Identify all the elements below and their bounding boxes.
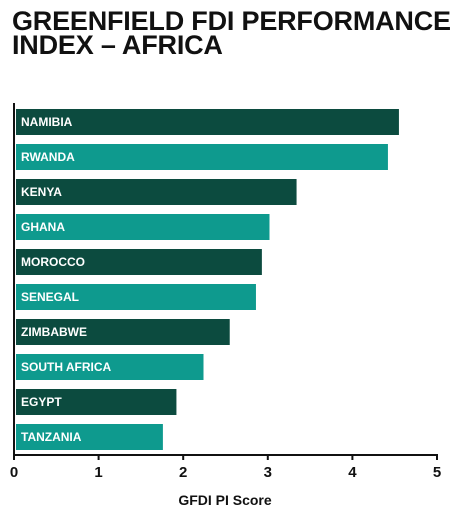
bar-label-morocco: MOROCCO xyxy=(21,255,85,269)
bar-kenya xyxy=(16,179,297,205)
bar-south-africa xyxy=(16,354,204,380)
bar-label-tanzania: TANZANIA xyxy=(21,430,82,444)
bar-zimbabwe xyxy=(16,319,230,345)
bar-label-kenya: KENYA xyxy=(21,185,62,199)
bar-label-zimbabwe: ZIMBABWE xyxy=(21,325,87,339)
x-tick-label-5: 5 xyxy=(433,464,441,481)
bar-rwanda xyxy=(16,144,388,170)
bar-morocco xyxy=(16,249,262,275)
chart-title: GREENFIELD FDI PERFORMANCE INDEX – AFRIC… xyxy=(12,6,462,60)
chart-title-line-2: INDEX – AFRICA xyxy=(12,30,223,60)
bar-label-ghana: GHANA xyxy=(21,220,65,234)
bar-label-rwanda: RWANDA xyxy=(21,150,75,164)
bar-namibia xyxy=(16,109,399,135)
bar-label-egypt: EGYPT xyxy=(21,395,62,409)
x-tick-label-4: 4 xyxy=(348,464,357,481)
x-tick-label-3: 3 xyxy=(264,464,272,481)
axes-layer: 0 1 2 3 4 5 xyxy=(10,103,441,481)
chart-title-line-1: GREENFIELD FDI PERFORMANCE xyxy=(12,6,451,36)
bar-label-senegal: SENEGAL xyxy=(21,290,79,304)
bar-ghana xyxy=(16,214,270,240)
x-tick-label-1: 1 xyxy=(94,464,102,481)
bars-layer: NAMIBIA RWANDA KENYA GHANA MOROCCO SENEGAL ZIM… xyxy=(16,109,399,450)
bar-egypt xyxy=(16,389,177,415)
bar-tanzania xyxy=(16,424,163,450)
x-tick-label-0: 0 xyxy=(10,464,18,481)
bar-label-south-africa: SOUTH AFRICA xyxy=(21,360,112,374)
bar-label-namibia: NAMIBIA xyxy=(21,115,73,129)
x-axis-title: GFDI PI Score xyxy=(178,492,272,508)
bar-senegal xyxy=(16,284,256,310)
x-tick-label-2: 2 xyxy=(179,464,187,481)
